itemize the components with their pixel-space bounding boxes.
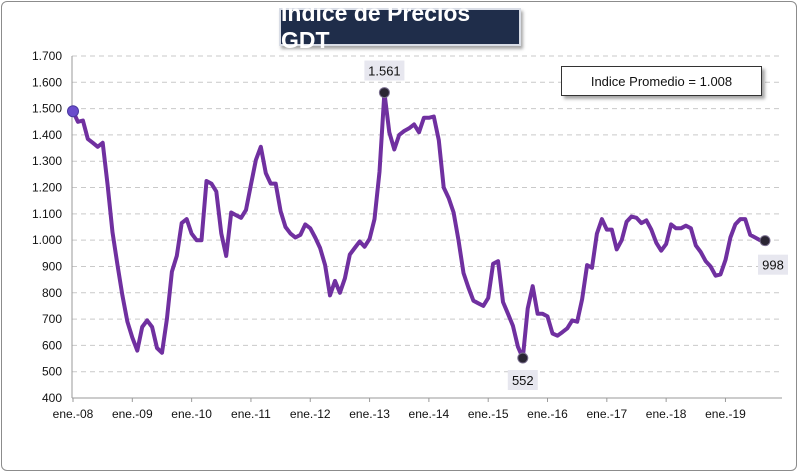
data-point-marker (759, 235, 771, 247)
data-point-marker (378, 87, 390, 99)
y-tick-label: 600 (42, 338, 62, 352)
x-tick-label: ene.-15 (468, 407, 509, 421)
x-tick-label: ene.-11 (231, 407, 271, 421)
x-tick-label: ene.-16 (527, 407, 568, 421)
y-tick-label: 1.200 (32, 181, 62, 195)
x-tick-label: ene.-09 (112, 407, 153, 421)
y-tick-label: 1.400 (32, 128, 62, 142)
x-tick-label: ene.-18 (646, 407, 687, 421)
y-tick-label: 800 (42, 286, 62, 300)
x-tick-label: ene.-12 (290, 407, 331, 421)
data-label: 552 (512, 373, 534, 388)
data-label-background (364, 60, 405, 81)
x-tick-label: ene.-17 (586, 407, 627, 421)
y-tick-label: 1.600 (32, 75, 62, 89)
x-tick-label: ene.-14 (409, 407, 450, 421)
y-tick-label: 900 (42, 259, 62, 273)
y-tick-label: 700 (42, 312, 62, 326)
data-label-background (758, 254, 788, 275)
average-index-box: Indice Promedio = 1.008 (561, 66, 762, 96)
series-line (71, 90, 767, 360)
x-tick-label: ene.-08 (53, 407, 94, 421)
y-tick-label: 400 (42, 391, 62, 405)
y-tick-label: 1.300 (32, 154, 62, 168)
start-point-marker (67, 105, 79, 118)
data-label: 998 (762, 258, 784, 273)
y-tick-label: 1.000 (32, 233, 62, 247)
data-label-background (507, 370, 538, 391)
x-tick-label: ene.-19 (705, 407, 746, 421)
y-tick-label: 500 (42, 365, 62, 379)
y-tick-label: 1.700 (32, 49, 62, 63)
data-point-marker (517, 352, 529, 364)
x-tick-label: ene.-10 (171, 407, 212, 421)
data-label: 1.561 (368, 64, 401, 79)
y-tick-label: 1.500 (32, 102, 62, 116)
x-tick-label: ene.-13 (349, 407, 390, 421)
y-tick-label: 1.100 (32, 207, 62, 221)
